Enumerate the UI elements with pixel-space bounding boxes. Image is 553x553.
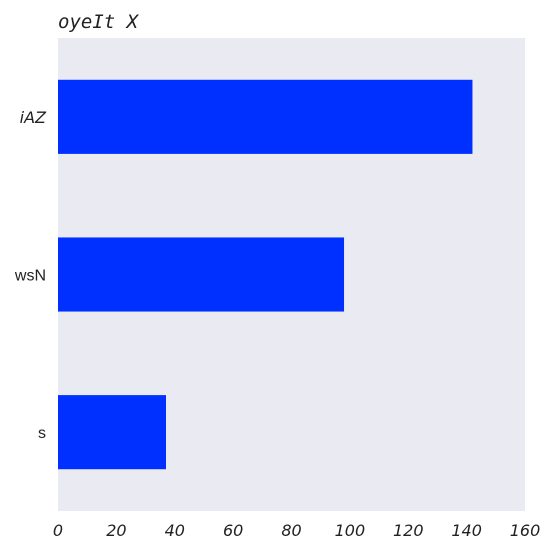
x-tick-label-20: 20	[106, 521, 126, 540]
y-tick-label-wsN: wsN	[14, 268, 46, 285]
x-axis-tick-labels: 0 20 40 60 80 100 120 140 160	[53, 521, 540, 540]
x-tick-label-160: 160	[510, 521, 541, 540]
bar-iAZ	[58, 79, 473, 154]
bar-s	[58, 395, 166, 470]
x-tick-label-140: 140	[451, 521, 482, 540]
x-tick-label-100: 100	[335, 521, 366, 540]
x-tick-label-0: 0	[53, 521, 63, 540]
chart-title: oyeIt X	[58, 11, 140, 33]
x-tick-label-60: 60	[223, 521, 243, 540]
y-tick-label-s: s	[38, 425, 46, 442]
bar-wsN	[58, 237, 345, 312]
bars-group	[58, 79, 473, 470]
y-axis-tick-labels: iAZ wsN s	[14, 108, 47, 442]
x-tick-label-80: 80	[281, 521, 301, 540]
x-tick-label-120: 120	[393, 521, 424, 540]
y-tick-label-iAZ: iAZ	[20, 108, 47, 127]
x-tick-label-40: 40	[165, 521, 185, 540]
